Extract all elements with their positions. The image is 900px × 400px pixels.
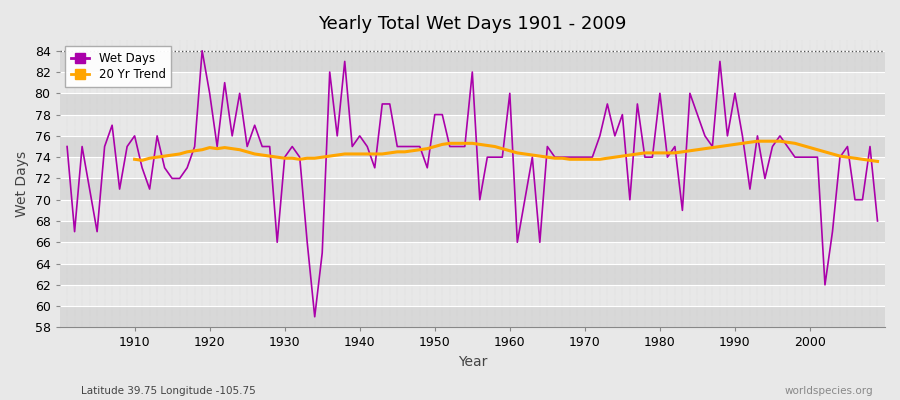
Bar (59, 157, 885, 178)
Wet Days (609, 134, 620, 138)
20 Yr Trend (752, 139, 763, 144)
Bar (59, 72, 885, 93)
Bar (59, 242, 885, 264)
Line: 20 Yr Trend: 20 Yr Trend (135, 141, 878, 162)
Wet Days (62, 144, 73, 149)
20 Yr Trend (572, 157, 582, 162)
20 Yr Trend (512, 150, 523, 155)
Bar (59, 93, 885, 114)
20 Yr Trend (272, 155, 283, 160)
Y-axis label: Wet Days: Wet Days (15, 151, 29, 217)
Wet Days (197, 48, 208, 53)
Bar (59, 200, 885, 221)
Bar (59, 114, 885, 136)
X-axis label: Year: Year (457, 355, 487, 369)
Wet Days (122, 144, 132, 149)
Bar (59, 285, 885, 306)
Bar (59, 51, 885, 72)
Bar (59, 306, 885, 328)
Title: Yearly Total Wet Days 1901 - 2009: Yearly Total Wet Days 1901 - 2009 (318, 15, 626, 33)
20 Yr Trend (820, 150, 831, 154)
Wet Days (872, 219, 883, 224)
Bar (59, 264, 885, 285)
Bar (59, 178, 885, 200)
Bar (59, 136, 885, 157)
Wet Days (346, 144, 357, 149)
20 Yr Trend (842, 155, 853, 160)
20 Yr Trend (872, 159, 883, 164)
Wet Days (294, 155, 305, 160)
Wet Days (310, 314, 320, 319)
20 Yr Trend (302, 156, 312, 161)
20 Yr Trend (130, 157, 140, 162)
Legend: Wet Days, 20 Yr Trend: Wet Days, 20 Yr Trend (66, 46, 171, 87)
Line: Wet Days: Wet Days (68, 51, 878, 317)
Bar (59, 221, 885, 242)
Text: worldspecies.org: worldspecies.org (785, 386, 873, 396)
Wet Days (512, 240, 523, 245)
Wet Days (519, 197, 530, 202)
Text: Latitude 39.75 Longitude -105.75: Latitude 39.75 Longitude -105.75 (81, 386, 256, 396)
